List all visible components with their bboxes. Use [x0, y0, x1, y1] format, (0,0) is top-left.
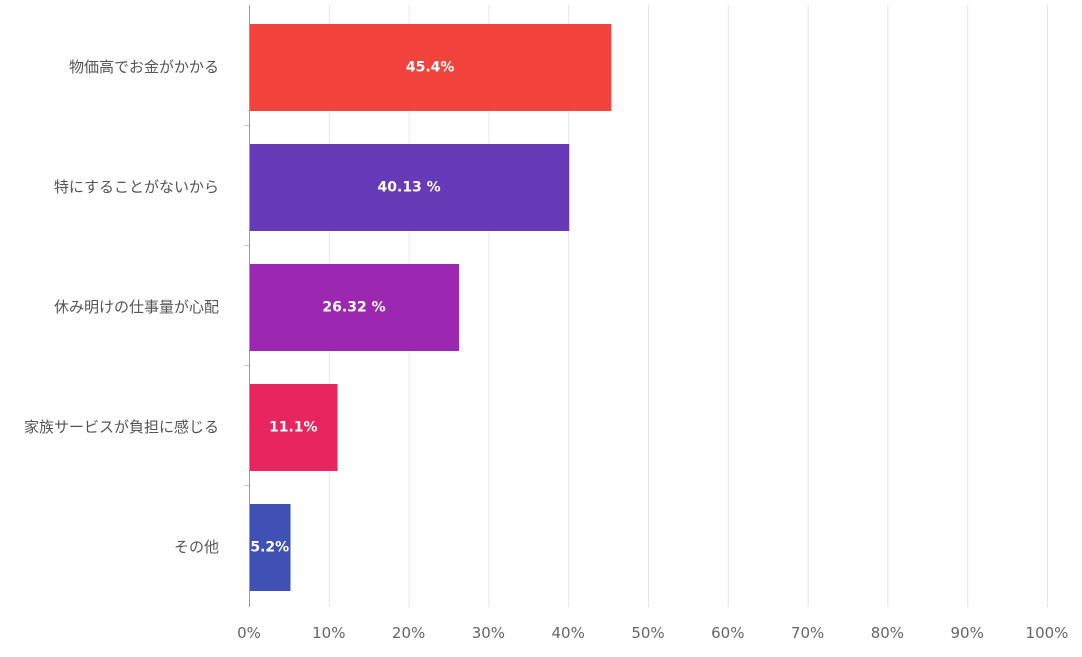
category-label: 特にすることがないから — [54, 178, 219, 196]
data-label: 5.2% — [250, 540, 289, 556]
category-labels: 物価高でお金がかかる特にすることがないから休み明けの仕事量が心配家族サービスが負… — [24, 58, 219, 556]
x-tick-label: 30% — [472, 624, 505, 642]
x-tick-label: 70% — [791, 624, 824, 642]
x-tick-label: 90% — [951, 624, 984, 642]
x-tick-label: 50% — [631, 624, 664, 642]
category-label: 休み明けの仕事量が心配 — [54, 298, 219, 316]
x-tick-labels: 0% 10% 20% 30% 40% 50% 60% 70% 80% 90% 100% — [237, 624, 1068, 642]
data-label: 26.32 % — [322, 300, 385, 316]
data-label: 40.13 % — [378, 180, 441, 196]
x-tick-label: 80% — [871, 624, 904, 642]
data-labels: 45.4% 40.13 % 26.32 % 11.1% 5.2% — [250, 60, 454, 556]
bar — [249, 144, 570, 231]
x-tick-label: 20% — [392, 624, 425, 642]
data-label: 11.1% — [269, 420, 318, 436]
bar — [249, 264, 460, 351]
x-tick-label: 40% — [552, 624, 585, 642]
x-tick-label: 60% — [711, 624, 744, 642]
category-label: その他 — [174, 538, 219, 556]
data-label: 45.4% — [406, 60, 455, 76]
x-tick-label: 0% — [237, 624, 261, 642]
bar — [249, 384, 338, 471]
category-label: 家族サービスが負担に感じる — [24, 418, 219, 436]
x-tick-label: 10% — [312, 624, 345, 642]
bar — [249, 504, 291, 591]
x-tick-label: 100% — [1026, 624, 1069, 642]
category-label: 物価高でお金がかかる — [69, 58, 219, 76]
axes — [244, 5, 250, 607]
bars — [249, 24, 612, 591]
bar — [249, 24, 612, 111]
